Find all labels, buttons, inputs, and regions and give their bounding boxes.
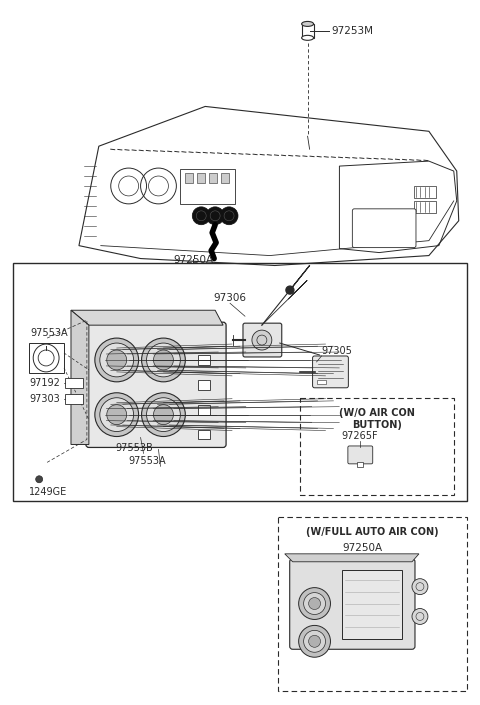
Polygon shape	[285, 554, 419, 562]
Ellipse shape	[301, 21, 313, 26]
Circle shape	[304, 593, 325, 615]
Circle shape	[286, 286, 294, 294]
FancyBboxPatch shape	[86, 322, 226, 448]
Circle shape	[142, 393, 185, 436]
Circle shape	[309, 598, 321, 610]
Circle shape	[252, 330, 272, 350]
Bar	[414, 186, 436, 198]
Text: 97265F: 97265F	[341, 431, 378, 441]
Bar	[198, 380, 210, 390]
FancyBboxPatch shape	[290, 559, 415, 649]
Text: BUTTON): BUTTON)	[352, 419, 402, 429]
Circle shape	[95, 338, 139, 382]
Text: 97250A: 97250A	[342, 543, 383, 553]
Text: (W/FULL AUTO AIR CON): (W/FULL AUTO AIR CON)	[306, 527, 439, 537]
Circle shape	[107, 350, 127, 370]
Bar	[301, 24, 313, 38]
Text: 97553B: 97553B	[116, 443, 154, 453]
Circle shape	[100, 343, 133, 377]
Bar	[29, 343, 64, 373]
Circle shape	[304, 630, 325, 652]
Bar	[316, 380, 326, 384]
Bar	[198, 405, 210, 415]
Ellipse shape	[33, 344, 59, 372]
Circle shape	[412, 608, 428, 625]
Bar	[198, 355, 210, 365]
Circle shape	[154, 350, 173, 370]
Bar	[65, 394, 83, 404]
Bar	[185, 173, 193, 183]
Bar	[198, 429, 210, 439]
Text: 97192: 97192	[29, 378, 60, 388]
Circle shape	[142, 338, 185, 382]
Circle shape	[309, 635, 321, 647]
Text: (W/O AIR CON: (W/O AIR CON	[339, 407, 415, 417]
Polygon shape	[71, 310, 223, 325]
Circle shape	[206, 207, 224, 225]
Text: 97253M: 97253M	[332, 26, 373, 36]
Circle shape	[220, 207, 238, 225]
Circle shape	[95, 393, 139, 436]
Bar	[300, 398, 454, 495]
FancyBboxPatch shape	[312, 356, 348, 388]
Circle shape	[299, 625, 330, 657]
Text: 97553A: 97553A	[30, 328, 68, 338]
Circle shape	[299, 588, 330, 620]
Ellipse shape	[301, 35, 313, 40]
Bar	[221, 173, 229, 183]
Text: 1249GE: 1249GE	[29, 487, 68, 497]
FancyBboxPatch shape	[348, 446, 373, 464]
Bar	[342, 570, 402, 639]
Circle shape	[36, 476, 43, 483]
Bar	[197, 173, 205, 183]
Bar	[209, 173, 217, 183]
Circle shape	[154, 405, 173, 424]
Bar	[180, 169, 235, 204]
Text: 97250A: 97250A	[173, 255, 213, 264]
Circle shape	[146, 343, 180, 377]
Bar	[65, 378, 83, 388]
Text: 97305: 97305	[322, 346, 352, 356]
Bar	[357, 462, 363, 467]
Text: 97553A: 97553A	[129, 456, 166, 466]
Bar	[414, 201, 436, 213]
Bar	[13, 262, 467, 501]
Circle shape	[100, 398, 133, 431]
FancyBboxPatch shape	[352, 209, 416, 247]
Text: 97303: 97303	[29, 393, 60, 404]
Circle shape	[107, 405, 127, 424]
Bar	[278, 517, 467, 691]
Circle shape	[412, 579, 428, 594]
Polygon shape	[71, 310, 89, 444]
Circle shape	[146, 398, 180, 431]
FancyBboxPatch shape	[243, 323, 282, 357]
Text: 97306: 97306	[214, 293, 247, 303]
Circle shape	[192, 207, 210, 225]
